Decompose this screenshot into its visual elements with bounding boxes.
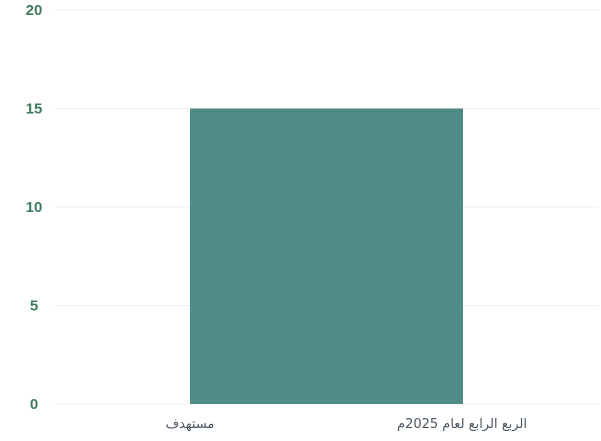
y-axis-ticks: 0 5 10 15 20 [26, 2, 43, 413]
bars [190, 108, 463, 405]
y-tick-label: 5 [30, 298, 38, 315]
legend-label: الربع الرابع لعام 2025م [397, 417, 527, 432]
y-tick-label: 15 [26, 101, 43, 118]
y-tick-label: 20 [26, 2, 43, 19]
x-axis-labels: مستهدف [166, 417, 215, 432]
y-tick-label: 0 [30, 396, 38, 413]
bar[interactable] [190, 108, 463, 405]
y-tick-label: 10 [26, 199, 43, 216]
x-category-label: مستهدف [166, 417, 215, 432]
